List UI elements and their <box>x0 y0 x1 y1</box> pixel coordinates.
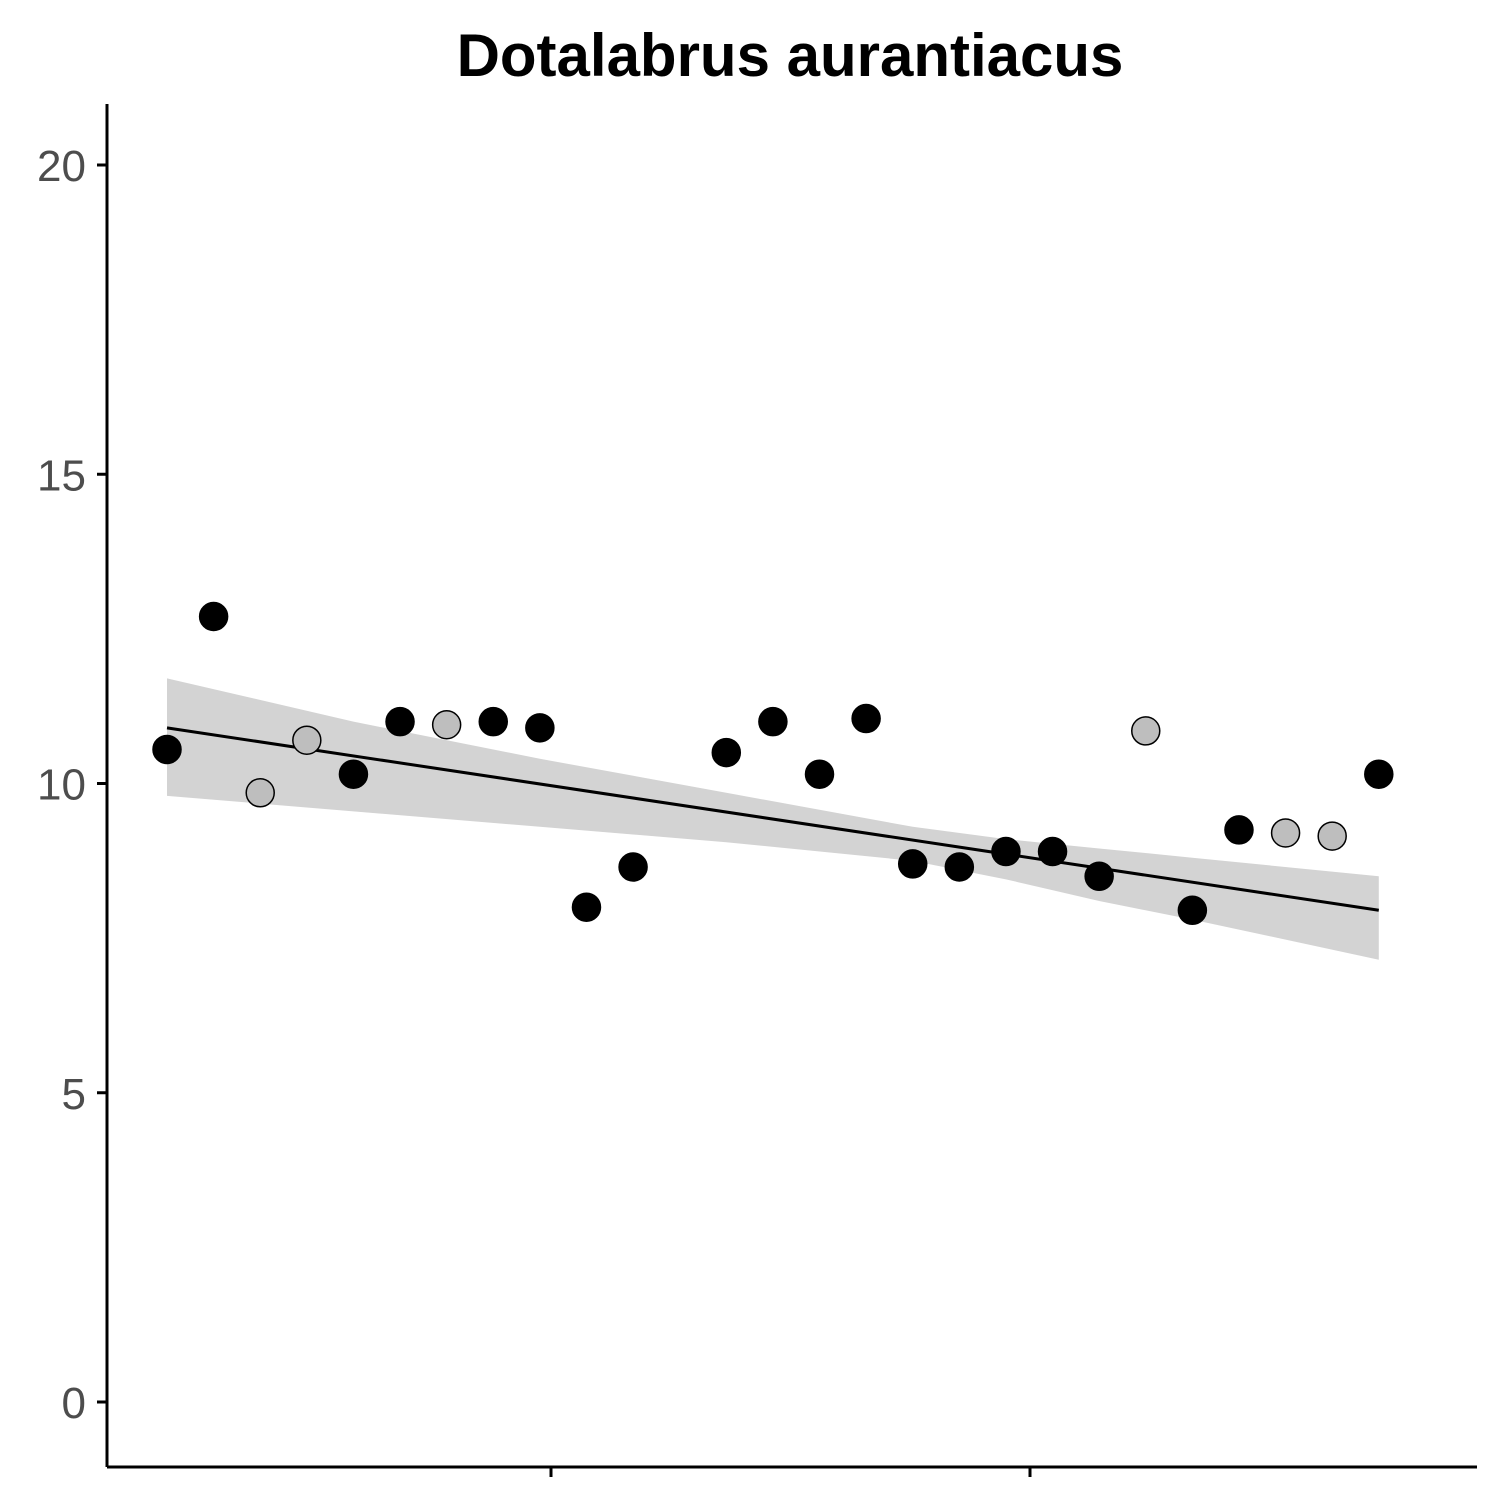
y-tick-label-10: 10 <box>37 761 86 810</box>
points-layer <box>152 601 1394 926</box>
data-point-14 <box>804 759 835 789</box>
y-ticks: 0 5 10 15 20 <box>37 142 107 1428</box>
data-point-21 <box>1131 716 1161 746</box>
data-point-13 <box>758 706 788 737</box>
data-point-10 <box>571 892 602 922</box>
data-point-5 <box>338 759 369 789</box>
data-point-24 <box>1270 818 1301 848</box>
data-point-26 <box>1364 759 1394 789</box>
data-point-18 <box>991 836 1021 867</box>
data-point-23 <box>1224 815 1254 845</box>
data-point-7 <box>431 709 462 740</box>
data-point-6 <box>385 706 415 737</box>
data-point-12 <box>711 737 742 768</box>
data-point-2 <box>198 601 229 632</box>
data-point-16 <box>897 849 928 879</box>
y-tick-label-20: 20 <box>37 142 86 191</box>
data-point-3 <box>245 778 275 808</box>
data-point-19 <box>1037 836 1068 867</box>
data-point-25 <box>1317 821 1347 851</box>
y-tick-label-0: 0 <box>62 1379 86 1428</box>
data-point-9 <box>525 713 555 743</box>
x-ticks <box>549 1467 1032 1477</box>
axes <box>105 104 1477 1469</box>
data-point-15 <box>851 703 881 734</box>
data-point-4 <box>292 725 322 755</box>
data-point-11 <box>618 852 648 882</box>
chart-title: Dotalabrus aurantiacus <box>457 22 1124 89</box>
fit-line-layer <box>166 726 1380 912</box>
data-point-8 <box>478 706 509 737</box>
data-point-17 <box>944 852 975 882</box>
y-tick-label-15: 15 <box>37 451 86 500</box>
y-tick-label-5: 5 <box>62 1070 86 1119</box>
data-point-20 <box>1084 861 1114 892</box>
data-point-1 <box>152 734 182 765</box>
data-point-22 <box>1177 895 1208 926</box>
regression-line <box>166 726 1380 912</box>
